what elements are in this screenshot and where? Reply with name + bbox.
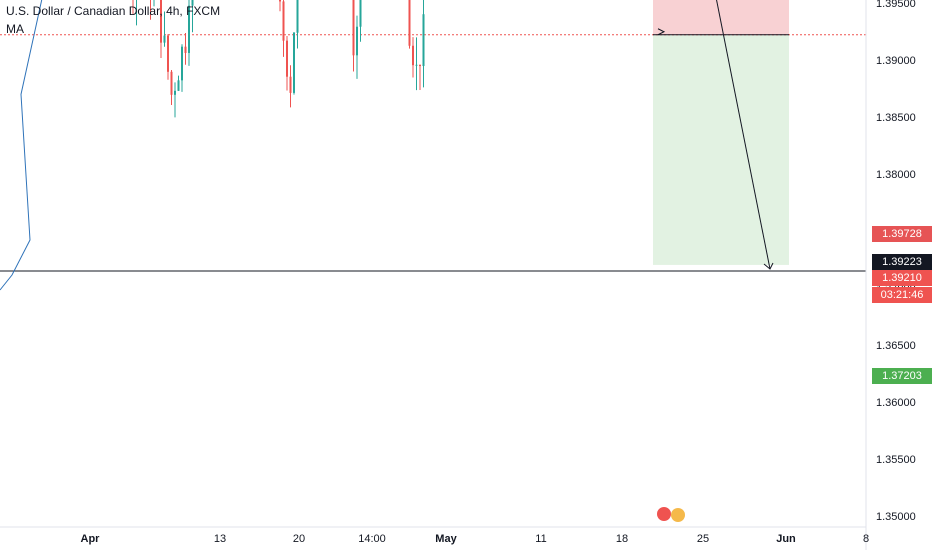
candle xyxy=(408,0,411,46)
candle xyxy=(160,0,162,43)
candle xyxy=(415,64,418,66)
candle xyxy=(293,32,295,93)
projection-arrow[interactable] xyxy=(716,0,771,270)
bid-price-badge: 1.39210 xyxy=(872,270,932,286)
candle xyxy=(352,0,355,56)
chart-title: U.S. Dollar / Canadian Dollar, 4h, FXCM xyxy=(6,4,221,18)
candle xyxy=(188,5,190,53)
price-tick-label: 1.35000 xyxy=(876,511,916,523)
candle xyxy=(419,64,421,67)
candle xyxy=(422,14,425,67)
candle xyxy=(289,76,292,93)
target-price-badge: 1.37203 xyxy=(872,368,932,384)
price-tick-label: 1.35500 xyxy=(876,454,916,466)
candle xyxy=(296,0,299,33)
time-tick-label: 20 xyxy=(293,533,305,545)
price-tick-label: 1.38000 xyxy=(876,169,916,181)
time-tick-label: May xyxy=(435,533,457,545)
candle xyxy=(163,35,166,43)
time-tick-label: 25 xyxy=(697,533,709,545)
time-tick-label: Apr xyxy=(81,533,101,545)
candle xyxy=(359,0,362,27)
candle xyxy=(279,0,281,2)
ma-indicator-label[interactable]: MA xyxy=(6,22,24,36)
event-dot-red xyxy=(657,507,671,521)
moving-average-line[interactable] xyxy=(0,0,427,291)
time-tick-label: 13 xyxy=(214,533,226,545)
position-stop-zone[interactable] xyxy=(653,0,789,35)
candle xyxy=(177,80,180,91)
calendar-events-icon[interactable] xyxy=(657,507,685,522)
event-dot-amber xyxy=(671,508,685,522)
projection-arrowhead xyxy=(763,262,774,270)
last-price-badge: 1.39223 xyxy=(872,254,932,270)
candle xyxy=(282,1,285,41)
candle xyxy=(167,35,169,72)
position-target-zone[interactable] xyxy=(653,34,789,265)
bar-countdown-badge: 03:21:46 xyxy=(872,287,932,303)
candle xyxy=(356,26,358,56)
candle xyxy=(286,40,288,77)
time-tick-label: 14:00 xyxy=(358,533,386,545)
candle xyxy=(174,90,176,95)
candle xyxy=(191,0,194,6)
entry-price-badge: 1.39728 xyxy=(872,226,932,242)
time-tick-label: Jun xyxy=(776,533,796,545)
price-tick-label: 1.38500 xyxy=(876,112,916,124)
candle xyxy=(412,45,414,66)
candle xyxy=(184,46,187,53)
price-tick-label: 1.36000 xyxy=(876,397,916,409)
last-bar-marker xyxy=(657,28,666,36)
price-tick-label: 1.39000 xyxy=(876,55,916,67)
candle xyxy=(181,46,183,81)
time-tick-label: 11 xyxy=(535,533,546,545)
time-tick-label: 8 xyxy=(863,533,869,545)
price-tick-label: 1.36500 xyxy=(876,340,916,352)
price-tick-label: 1.39500 xyxy=(876,0,916,10)
time-tick-label: 18 xyxy=(616,533,628,545)
candle xyxy=(170,71,173,95)
